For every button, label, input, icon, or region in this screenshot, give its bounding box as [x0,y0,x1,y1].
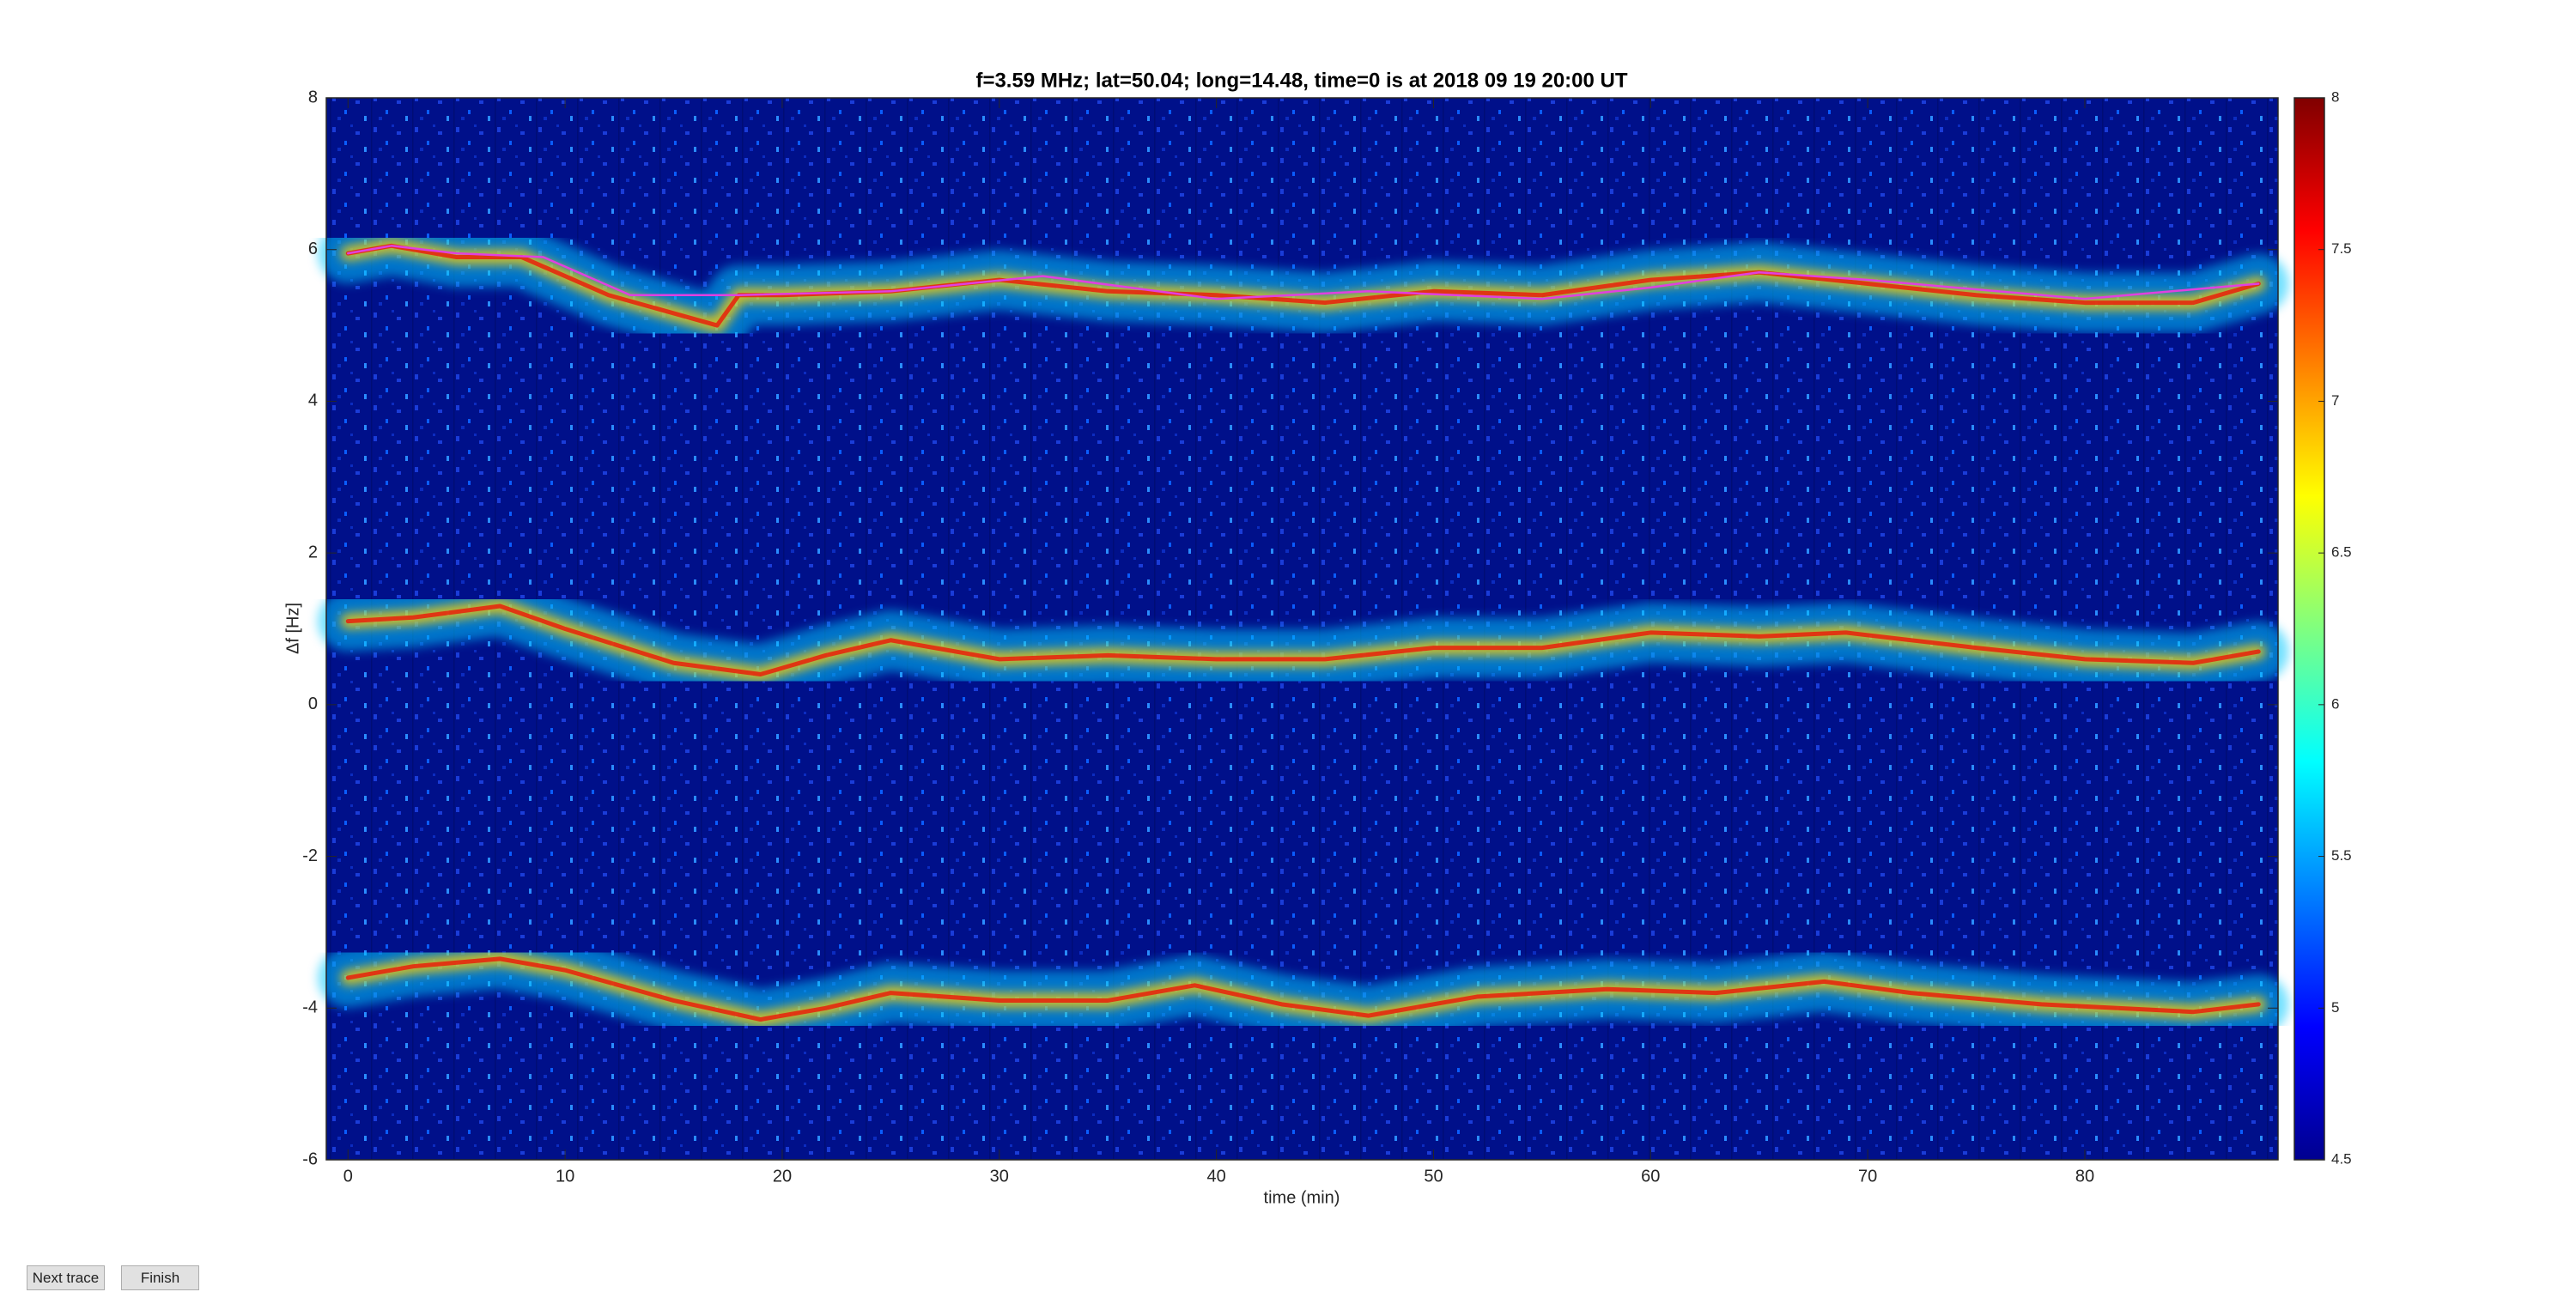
y-tick-label: 0 [308,695,318,713]
y-tick-label: 6 [308,240,318,258]
x-tick-label: 10 [556,1167,574,1186]
y-axis-label: Δf [Hz] [283,603,302,654]
colorbar-tick-label: 4.5 [2331,1150,2352,1167]
x-tick-label: 80 [2075,1167,2094,1186]
colorbar-tick-label: 5 [2331,999,2339,1016]
colorbar-tick-label: 6.5 [2331,544,2352,561]
colorbar [2293,97,2325,1161]
plot-layer [318,215,2289,1050]
plot-frame [325,97,2279,1161]
y-tick-label: -4 [302,998,318,1017]
y-tick-label: 8 [308,88,318,106]
colorbar-tick-label: 5.5 [2331,847,2352,864]
chart-title: f=3.59 MHz; lat=50.04; long=14.48, time=… [975,69,1627,92]
x-axis-label: time (min) [1264,1188,1340,1207]
x-tick-label: 70 [1858,1167,1877,1186]
trace-core [345,243,2261,328]
x-tick-label: 20 [773,1167,792,1186]
trace-core [345,604,2261,677]
colorbar-tick-label: 7 [2331,392,2339,409]
next-trace-button[interactable]: Next trace [27,1265,105,1290]
colorbar-tick-label: 6 [2331,695,2339,712]
y-tick-label: -6 [302,1149,318,1168]
x-tick-label: 60 [1641,1167,1660,1186]
x-tick-label: 40 [1207,1167,1226,1186]
x-tick-label: 50 [1424,1167,1443,1186]
x-tick-label: 0 [343,1167,353,1186]
colorbar-tick-label: 7.5 [2331,240,2352,257]
y-tick-label: -2 [302,846,318,865]
trace-core [345,956,2261,1022]
y-tick-label: 2 [308,543,318,561]
y-tick-label: 4 [308,391,318,410]
finish-button[interactable]: Finish [121,1265,199,1290]
x-tick-label: 30 [990,1167,1009,1186]
colorbar-tick-label: 8 [2331,88,2339,105]
fit-line [347,245,2260,300]
